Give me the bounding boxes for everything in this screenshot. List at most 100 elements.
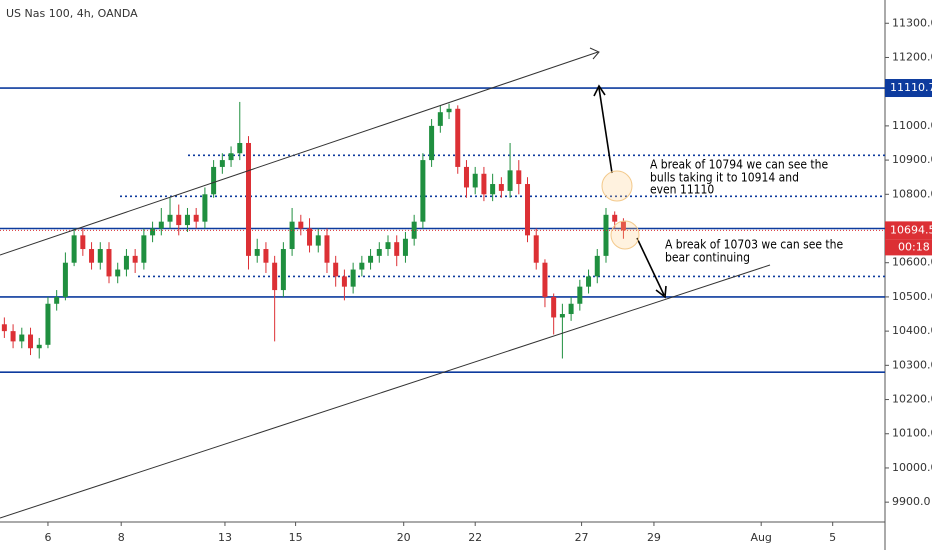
candle-body — [219, 160, 225, 167]
candle-body — [62, 262, 68, 297]
candle-body — [245, 142, 251, 256]
candle-body — [167, 214, 173, 222]
x-tick-label: 6 — [44, 531, 51, 544]
x-tick-label: 13 — [218, 531, 232, 544]
upper-trendline — [0, 51, 599, 256]
candle-body — [150, 228, 156, 236]
candle-body — [516, 170, 522, 185]
candle-body — [123, 255, 129, 270]
level-price-box — [885, 79, 932, 98]
arrow-head — [589, 47, 600, 60]
candle-body — [402, 238, 408, 256]
arrow-head — [655, 285, 667, 299]
candle-body — [89, 249, 95, 263]
x-tick-label: 20 — [397, 531, 411, 544]
candle-body — [446, 108, 452, 113]
candle-body — [603, 214, 609, 256]
x-tick-label: 15 — [289, 531, 303, 544]
candle-body — [481, 173, 487, 195]
last-price-label: 10694.5 — [890, 223, 932, 236]
candle-body — [211, 166, 217, 195]
candle-body — [394, 242, 400, 256]
candle-body — [420, 160, 426, 222]
candle-body — [359, 262, 365, 270]
candle-body — [525, 184, 531, 236]
y-tick-label: 10900.0 — [892, 153, 932, 166]
y-tick-label: 11000.0 — [892, 119, 932, 132]
candle-body — [184, 214, 190, 226]
candle-body — [472, 173, 478, 188]
candle-body — [429, 125, 435, 161]
y-tick-label: 11300.0 — [892, 16, 932, 29]
candle-body — [586, 276, 592, 287]
candle-body — [106, 249, 112, 277]
arrow-head — [593, 84, 606, 97]
y-tick-label: 10200.0 — [892, 393, 932, 406]
y-tick-label: 11200.0 — [892, 50, 932, 63]
candle-body — [437, 112, 443, 126]
annotation: even 11110 — [650, 183, 714, 197]
candle-body — [376, 249, 382, 256]
candle-body — [280, 249, 286, 291]
candle-body — [193, 214, 199, 222]
candle-body — [620, 221, 626, 231]
candle-body — [272, 262, 278, 291]
candle-body — [10, 331, 16, 342]
level-price-label: 11110.7 — [890, 81, 932, 94]
candle-body — [455, 108, 461, 167]
y-tick-label: 10400.0 — [892, 324, 932, 337]
candle-body — [71, 235, 77, 263]
last-price-box — [885, 221, 932, 240]
candle-body — [594, 255, 600, 277]
candle-body — [498, 184, 504, 191]
candle-body — [115, 269, 121, 277]
chart-title: US Nas 100, 4h, OANDA — [6, 7, 138, 20]
annotation: A break of 10794 we can see the — [650, 158, 829, 172]
y-tick-label: 10600.0 — [892, 256, 932, 269]
candle-body — [202, 194, 208, 222]
highlight-circle — [601, 170, 633, 202]
candle-body — [176, 214, 182, 226]
candle-body — [263, 249, 269, 263]
candle-body — [559, 314, 565, 318]
lower-trendline — [0, 264, 771, 519]
candle-body — [19, 334, 25, 342]
arrow-up — [598, 87, 613, 174]
candle-body — [307, 228, 313, 246]
annotation: A break of 10703 we can see the — [665, 238, 844, 252]
y-tick-label: 10100.0 — [892, 427, 932, 440]
candle-body — [132, 255, 138, 263]
y-tick-label: 10800.0 — [892, 187, 932, 200]
candle-body — [1, 324, 7, 332]
y-tick-label: 10000.0 — [892, 461, 932, 474]
x-tick-label: 27 — [575, 531, 589, 544]
x-tick-label: 5 — [829, 531, 836, 544]
candle-body — [80, 235, 86, 250]
candle-body — [385, 242, 391, 250]
candle-body — [36, 344, 42, 349]
candle-body — [333, 262, 339, 277]
candle-body — [568, 303, 574, 315]
candle-body — [577, 286, 583, 304]
annotation: bear continuing — [665, 251, 750, 265]
candle-body — [542, 262, 548, 297]
candle-body — [158, 221, 164, 229]
candle-body — [28, 334, 34, 349]
candle-body — [315, 235, 321, 246]
y-tick-label: 10300.0 — [892, 358, 932, 371]
candle-body — [54, 296, 60, 304]
candle-body — [228, 153, 234, 161]
plot — [0, 87, 885, 373]
candle-body — [45, 303, 51, 345]
candle-body — [289, 221, 295, 250]
highlight-circle — [610, 220, 640, 250]
candle-body — [341, 276, 347, 287]
candle-body — [237, 142, 243, 154]
y-tick-label: 9900.0 — [892, 495, 931, 508]
candle-body — [254, 249, 260, 256]
candle-body — [463, 166, 469, 188]
x-tick-label: 8 — [118, 531, 125, 544]
x-tick-label: Aug — [750, 531, 771, 544]
candle-body — [298, 221, 304, 229]
